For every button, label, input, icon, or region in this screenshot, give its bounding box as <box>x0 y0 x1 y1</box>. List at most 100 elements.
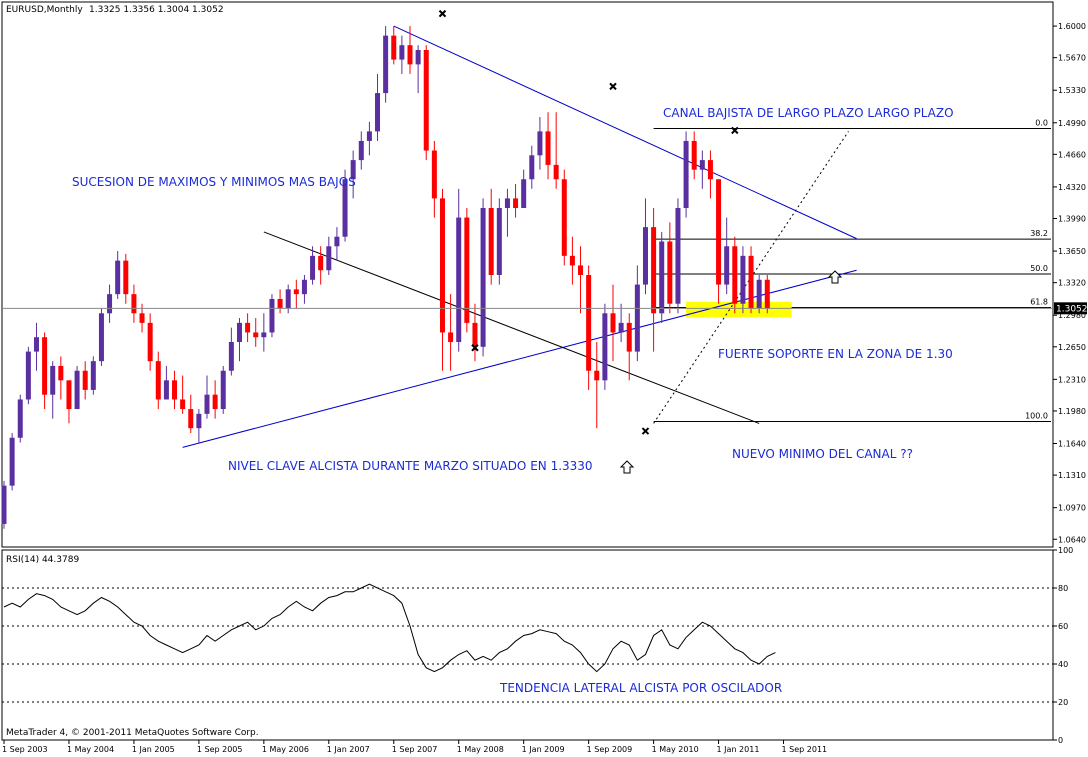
candle-body <box>220 370 226 410</box>
candle-body <box>586 275 592 371</box>
annotation-sucesion: SUCESION DE MAXIMOS Y MINIMOS MAS BAJOS <box>72 175 356 189</box>
candle-body <box>651 227 657 314</box>
up-arrow-icon <box>827 270 843 284</box>
candle-body <box>123 260 129 295</box>
price-tick-label: 1.4660 <box>1058 150 1086 159</box>
candle-body <box>90 361 96 390</box>
candle-body <box>740 255 746 304</box>
candle-body <box>334 236 340 247</box>
current-price-box <box>1054 302 1087 315</box>
support-zone <box>686 301 792 318</box>
candle-body <box>732 246 738 304</box>
candle-body <box>318 255 324 271</box>
candle-body <box>172 380 178 400</box>
swing-markers <box>438 9 739 435</box>
time-tick-label: 1 May 2008 <box>457 745 504 754</box>
annotation-soporte: FUERTE SOPORTE EN LA ZONA DE 1.30 <box>718 347 953 361</box>
time-tick-label: 1 May 2006 <box>262 745 309 754</box>
candle-body <box>269 298 275 333</box>
candle-body <box>66 380 72 410</box>
candle-body <box>212 394 218 410</box>
candle-body <box>139 313 145 323</box>
candle-body <box>9 437 15 486</box>
candle-body <box>147 322 153 362</box>
candle-body <box>236 322 242 343</box>
price-tick-label: 1.5330 <box>1058 86 1086 95</box>
candle-body <box>683 140 689 208</box>
candle-body <box>569 255 575 266</box>
rsi-line <box>3 583 776 673</box>
candle-body <box>764 279 770 309</box>
time-tick-label: 1 Sep 2011 <box>782 745 828 754</box>
price-tick-label: 1.1310 <box>1058 471 1086 480</box>
candle-body <box>293 289 299 295</box>
candle-body <box>724 246 730 285</box>
candle-body <box>115 260 121 295</box>
candle-body <box>58 365 64 381</box>
rsi-tick-label: 20 <box>1058 698 1068 707</box>
candle-body <box>253 332 259 338</box>
time-tick-label: 1 Sep 2009 <box>587 745 633 754</box>
rsi-tick-label: 60 <box>1058 622 1068 631</box>
fib-level-label: 50.0 <box>1030 264 1048 273</box>
candle-body <box>342 179 348 237</box>
candle-body <box>42 337 48 395</box>
support-zone-highlight <box>686 301 792 318</box>
fib-level-label: 0.0 <box>1035 119 1048 128</box>
candle-body <box>707 160 713 180</box>
up-arrow-icon <box>619 460 635 474</box>
chart-header-ohlc: 1.3325 1.3356 1.3004 1.3052 <box>89 5 224 15</box>
candle-body <box>188 409 194 429</box>
channel-top-line <box>393 25 857 240</box>
candle-body <box>756 279 762 309</box>
candle-body <box>472 322 478 347</box>
candle-body <box>131 294 137 314</box>
candle-body <box>285 289 291 309</box>
candle-body <box>245 322 251 333</box>
candle-body <box>594 370 600 381</box>
price-tick-label: 1.4320 <box>1058 183 1086 192</box>
candle-body <box>261 332 267 338</box>
candle-body <box>716 179 722 285</box>
price-axis: 1.6000 1.5670 1.5330 1.4990 1.4660 1.4320 1.39… <box>1053 22 1086 544</box>
candle-body <box>204 394 210 414</box>
time-tick-label: 1 Jan 2007 <box>327 745 370 754</box>
time-tick-label: 1 Jan 2005 <box>132 745 175 754</box>
price-tick-label: 1.0640 <box>1058 535 1086 544</box>
candle-body <box>17 399 23 438</box>
candle-body <box>375 93 381 132</box>
rsi-axis: 100 80 60 40 20 0 <box>1053 546 1073 745</box>
candle-body <box>98 313 104 362</box>
time-tick-label: 1 Sep 2005 <box>197 745 243 754</box>
price-tick-label: 1.6000 <box>1058 22 1086 31</box>
price-tick-label: 1.2650 <box>1058 343 1086 352</box>
candle-body <box>82 370 88 390</box>
time-tick-label: 1 Sep 2007 <box>392 745 438 754</box>
price-tick-label: 1.1980 <box>1058 407 1086 416</box>
candle-body <box>496 207 502 275</box>
candle-body <box>578 265 584 275</box>
candle-body <box>448 332 454 343</box>
price-tick-label: 1.3320 <box>1058 279 1086 288</box>
candle-body <box>180 399 186 410</box>
candle-body <box>107 294 113 314</box>
chart-header-symbol: EURUSD,Monthly <box>6 5 83 15</box>
annotation-rsi: TENDENCIA LATERAL ALCISTA POR OSCILADOR <box>499 681 782 695</box>
candle-body <box>691 140 697 170</box>
swing-marker <box>438 9 447 18</box>
footer-copyright: MetaTrader 4, © 2001-2011 MetaQuotes Sof… <box>6 728 259 738</box>
candle-body <box>610 313 616 333</box>
candle-body <box>529 155 535 180</box>
candle-body <box>431 150 437 199</box>
candle-body <box>366 131 372 141</box>
candle-body <box>50 365 56 395</box>
candle-body <box>383 35 389 94</box>
candle-body <box>537 131 543 156</box>
candle-body <box>667 241 673 304</box>
price-tick-label: 1.4990 <box>1058 119 1086 128</box>
candle-body <box>423 50 429 151</box>
candle-body <box>561 179 567 256</box>
candle-body <box>1 485 7 524</box>
candle-body <box>74 370 80 410</box>
candle-body <box>196 413 202 429</box>
